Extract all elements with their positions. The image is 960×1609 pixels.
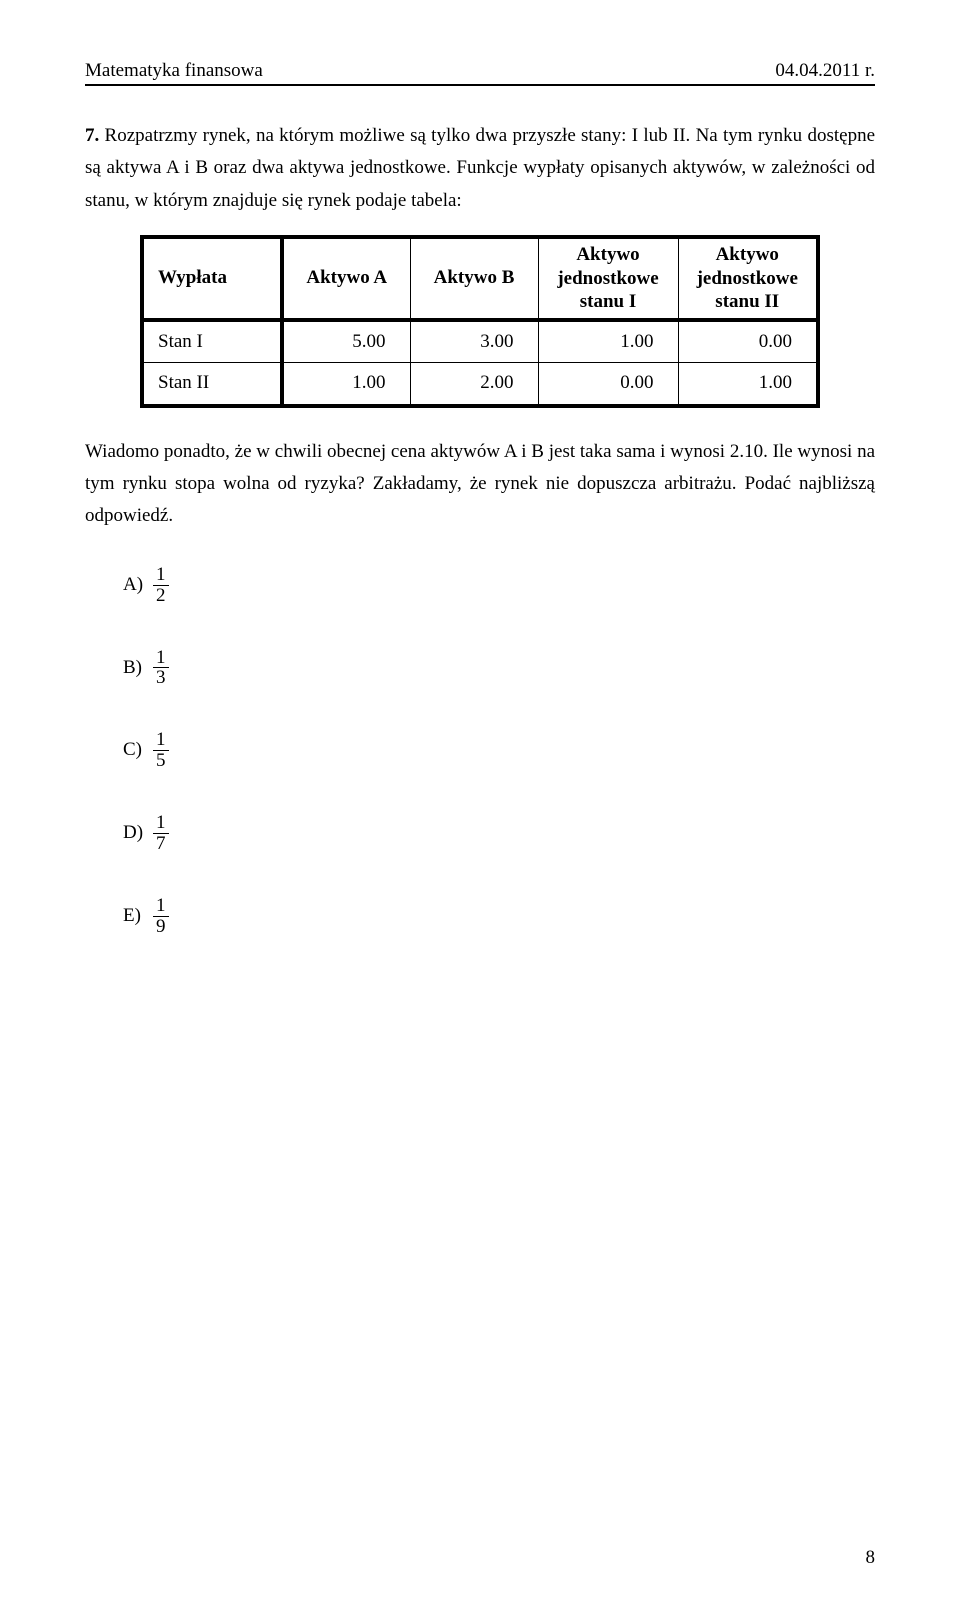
answer-options: A) 1 2 B) 1 3 C) 1 5 [123, 569, 875, 941]
option-c: C) 1 5 [123, 734, 875, 775]
fraction-num: 1 [153, 896, 169, 917]
col-header-1: Aktywo A [282, 237, 410, 320]
problem-number: 7. [85, 125, 99, 146]
table-row: Stan I 5.00 3.00 1.00 0.00 [142, 320, 818, 363]
row1-col2: 2.00 [410, 363, 538, 406]
header-left: Matematyka finansowa [85, 60, 263, 82]
col-header-0: Wypłata [142, 237, 282, 320]
fraction: 1 2 [153, 565, 169, 606]
fraction-num: 1 [153, 565, 169, 586]
fraction: 1 5 [153, 730, 169, 771]
option-letter: E) [123, 900, 153, 932]
fraction-num: 1 [153, 813, 169, 834]
option-letter: C) [123, 734, 153, 766]
row0-col4: 0.00 [678, 320, 818, 363]
fraction-den: 7 [153, 834, 169, 854]
fraction-den: 9 [153, 917, 169, 937]
fraction-num: 1 [153, 648, 169, 669]
option-d: D) 1 7 [123, 817, 875, 858]
fraction-den: 3 [153, 668, 169, 688]
payoff-table: Wypłata Aktywo A Aktywo B Aktywojednostk… [140, 235, 820, 408]
col-header-2: Aktywo B [410, 237, 538, 320]
table-row: Stan II 1.00 2.00 0.00 1.00 [142, 363, 818, 406]
row1-col1: 1.00 [282, 363, 410, 406]
option-a: A) 1 2 [123, 569, 875, 610]
row0-col1: 5.00 [282, 320, 410, 363]
row1-col0: Stan II [142, 363, 282, 406]
table-header-row: Wypłata Aktywo A Aktywo B Aktywojednostk… [142, 237, 818, 320]
problem-text-1: Rozpatrzmy rynek, na którym możliwe są t… [85, 125, 875, 211]
fraction: 1 7 [153, 813, 169, 854]
fraction: 1 9 [153, 896, 169, 937]
page-number: 8 [866, 1547, 876, 1569]
option-e: E) 1 9 [123, 900, 875, 941]
row0-col3: 1.00 [538, 320, 678, 363]
option-letter: B) [123, 652, 153, 684]
option-letter: A) [123, 569, 153, 601]
row0-col0: Stan I [142, 320, 282, 363]
row0-col2: 3.00 [410, 320, 538, 363]
problem-paragraph-2: Wiadomo ponadto, że w chwili obecnej cen… [85, 436, 875, 533]
header-right: 04.04.2011 r. [775, 60, 875, 82]
fraction-num: 1 [153, 730, 169, 751]
option-b: B) 1 3 [123, 652, 875, 693]
col-header-3: Aktywojednostkowestanu I [538, 237, 678, 320]
row1-col3: 0.00 [538, 363, 678, 406]
fraction-den: 5 [153, 751, 169, 771]
fraction: 1 3 [153, 648, 169, 689]
col-header-4: Aktywojednostkowestanu II [678, 237, 818, 320]
problem-paragraph-1: 7. Rozpatrzmy rynek, na którym możliwe s… [85, 120, 875, 217]
fraction-den: 2 [153, 586, 169, 606]
option-letter: D) [123, 817, 153, 849]
row1-col4: 1.00 [678, 363, 818, 406]
